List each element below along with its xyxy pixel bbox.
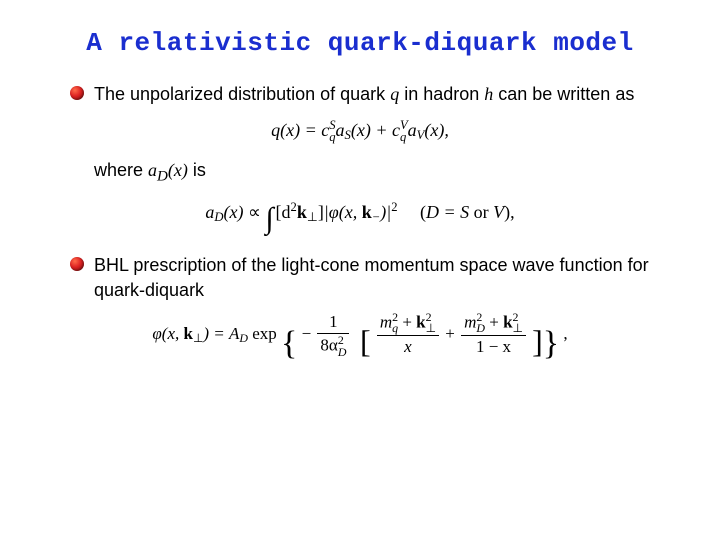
eq3-exp: exp (248, 324, 281, 343)
eq1-sub2: q (400, 132, 408, 144)
eq3-frac2: m2q + k2⊥ x (375, 312, 441, 358)
bullet-1-mid: in hadron (399, 84, 484, 104)
where-a: a (148, 160, 157, 180)
eq2-note-close: ), (504, 202, 515, 222)
eq2-sq: 2 (391, 200, 397, 214)
eq2-minus: − (372, 210, 381, 224)
eq3-f1-num: 1 (317, 312, 349, 333)
eq3-phi: φ(x, (152, 324, 183, 343)
eq2-d2: [d (276, 202, 291, 222)
eq2-phi: |φ(x, (324, 202, 362, 222)
eq3-f2-k: k (416, 312, 425, 331)
eq3-frac3: m2D + k2⊥ 1 − x (459, 312, 528, 358)
eq2-end: )| (380, 202, 391, 222)
bullet-2-text: BHL prescription of the light-cone momen… (94, 253, 650, 302)
bullet-1-text: The unpolarized distribution of quark q … (94, 82, 634, 106)
eq3-k: k (184, 324, 193, 343)
eq3-f2-m: m (380, 312, 392, 331)
eq3-f3-plus: + (485, 312, 503, 331)
eq2-x: (x) (223, 202, 247, 222)
eq3-close: ) = (203, 324, 229, 343)
eq2-perp: ⊥ (307, 210, 318, 224)
eq3-f3-kperp: ⊥ (513, 323, 523, 334)
eq1-aS: a (336, 120, 345, 140)
eq2-V: V (493, 202, 504, 222)
eq3-f3-sub: D (476, 323, 485, 334)
right-bracket-icon: ] (532, 322, 543, 360)
eq2-D: D = S (426, 202, 474, 222)
eq3-minus: − (302, 324, 316, 343)
equation-2: aD(x) ∝ ∫[d2k⊥]|φ(x, k−)|2 (D = S or V), (70, 200, 650, 237)
bullet-item-1: The unpolarized distribution of quark q … (70, 82, 650, 106)
eq3-f2-den: x (377, 335, 439, 357)
eq2-k: k (297, 202, 307, 222)
eq3-f1-den-sub: D (338, 347, 347, 358)
eq2-propto: ∝ (248, 202, 265, 222)
eq2-or: or (474, 202, 494, 222)
left-bracket-icon: [ (360, 322, 371, 360)
eq3-tail: , (559, 324, 568, 343)
bullet-1-h: h (484, 84, 493, 104)
left-brace-icon: { (281, 324, 297, 365)
where-x: (x) (168, 160, 188, 180)
eq1-c2: c (392, 120, 400, 140)
eq3-A: A (229, 324, 239, 343)
eq3-AD: D (239, 331, 248, 345)
equation-1: q(x) = cSqaS(x) + cVqaV(x), (70, 120, 650, 144)
bullet-icon (70, 86, 84, 100)
eq3-plus: + (445, 324, 459, 343)
eq1-aV: a (408, 120, 417, 140)
eq3-perp: ⊥ (193, 331, 203, 345)
eq1-xV: (x), (424, 120, 448, 140)
eq1-c1: c (321, 120, 329, 140)
eq3-f3-m: m (464, 312, 476, 331)
eq2-kbold: k (362, 202, 372, 222)
eq3-frac1: 1 8α2D (315, 312, 351, 358)
eq1-xS: (x) + (351, 120, 392, 140)
eq3-f2-kperp: ⊥ (426, 323, 436, 334)
bullet-1-pre: The unpolarized distribution of quark (94, 84, 390, 104)
integral-icon: ∫ (265, 201, 273, 237)
where-sub: D (157, 169, 168, 185)
eq3-f1-den-8a: 8α (320, 336, 337, 355)
equation-3: φ(x, k⊥) = AD exp { − 1 8α2D [ m2q + k2⊥… (70, 312, 650, 365)
bullet-1-q: q (390, 84, 399, 104)
bullet-item-2: BHL prescription of the light-cone momen… (70, 253, 650, 302)
where-post: is (188, 160, 206, 180)
eq2-a: a (205, 202, 214, 222)
bullet-icon (70, 257, 84, 271)
eq3-f3-den: 1 − x (461, 335, 526, 357)
where-line: where aD(x) is (94, 160, 650, 186)
slide-title: A relativistic quark-diquark model (70, 28, 650, 58)
bullet-1-post: can be written as (493, 84, 634, 104)
eq3-f3-k: k (503, 312, 512, 331)
eq1-lhs: q(x) = (271, 120, 321, 140)
right-brace-icon: } (543, 324, 559, 365)
where-pre: where (94, 160, 148, 180)
eq3-f2-plus: + (398, 312, 416, 331)
